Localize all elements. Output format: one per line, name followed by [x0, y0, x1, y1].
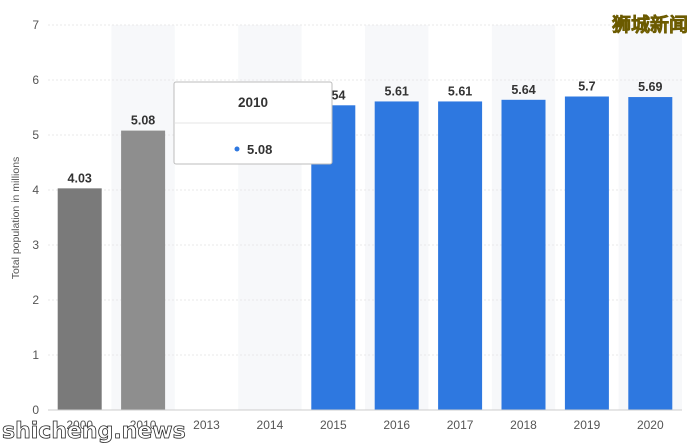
bar-2018[interactable] [501, 99, 546, 411]
bar-2016[interactable] [374, 101, 419, 410]
y-tick-label: 7 [32, 18, 39, 32]
data-label-2020: 5.69 [638, 80, 662, 94]
bar-2000[interactable] [57, 188, 102, 410]
x-tick-label-2017: 2017 [447, 418, 474, 432]
y-tick-label: 6 [32, 73, 39, 87]
y-tick-label: 1 [32, 348, 39, 362]
y-tick-label: 2 [32, 293, 39, 307]
data-label-2019: 5.7 [578, 80, 595, 94]
bars [57, 96, 673, 411]
x-tick-label-2018: 2018 [510, 418, 537, 432]
data-label-2000: 4.03 [68, 171, 92, 185]
x-tick-label-2010: 2010 [130, 418, 157, 432]
bar-2017[interactable] [438, 101, 483, 410]
x-tick-label-2020: 2020 [637, 418, 664, 432]
bar-2020[interactable] [628, 97, 673, 411]
tooltip-title: 2010 [238, 95, 268, 110]
x-tick-label-2013: 2013 [193, 418, 220, 432]
data-label-2018: 5.64 [511, 83, 535, 97]
x-tick-label-2015: 2015 [320, 418, 347, 432]
tooltip: 2010 5.08 [173, 81, 333, 165]
y-axis-title: Total population in millions [10, 157, 22, 280]
data-label-2010: 5.08 [131, 114, 155, 128]
watermark-top-right: 狮城新闻 [612, 13, 688, 36]
tooltip-series-marker [234, 146, 240, 152]
y-tick-label: 0 [32, 403, 39, 417]
bar-2019[interactable] [564, 96, 609, 411]
y-axis-ticks: 0 1 2 3 4 5 6 7 [32, 18, 39, 417]
data-label-2016: 5.61 [385, 84, 409, 98]
x-tick-label-2019: 2019 [574, 418, 601, 432]
data-label-2017: 5.61 [448, 84, 472, 98]
y-tick-label: 4 [32, 183, 39, 197]
x-axis-ticks: 2000 2010 2013 2014 2015 2016 2017 2018 2019 2020 [66, 418, 664, 432]
tooltip-value: 5.08 [247, 142, 272, 157]
x-tick-label-2000: 2000 [66, 418, 93, 432]
x-tick-label-2014: 2014 [257, 418, 284, 432]
watermark-bottom-left: shicheng.news [2, 419, 186, 444]
y-tick-label: 3 [32, 238, 39, 252]
x-tick-label-2016: 2016 [383, 418, 410, 432]
y-tick-label: 5 [32, 128, 39, 142]
bar-2010[interactable] [121, 130, 166, 410]
